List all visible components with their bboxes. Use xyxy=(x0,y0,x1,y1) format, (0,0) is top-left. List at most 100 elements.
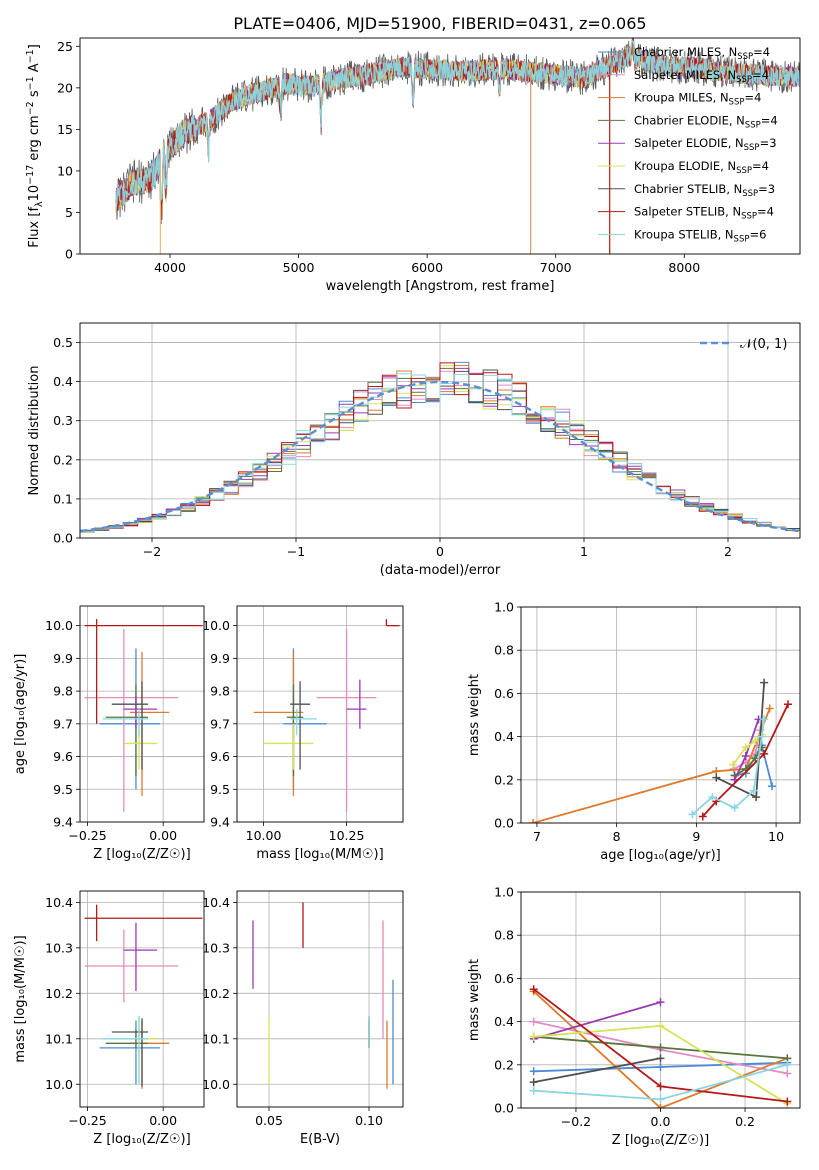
x-tick-label: 2 xyxy=(724,544,732,559)
y-axis-label: mass weight xyxy=(467,674,482,756)
x-tick-label: −0.25 xyxy=(68,828,106,843)
y-tick-label: 0.2 xyxy=(494,1057,514,1072)
y-axis-label: age [log₁₀(age/yr)] xyxy=(13,654,28,775)
normal-reference-curve xyxy=(80,380,800,533)
y-tick-label: 10.4 xyxy=(202,895,230,910)
legend-label-sub: SSP xyxy=(744,143,760,153)
legend-label-sub: SSP xyxy=(729,98,745,108)
y-axis-label-part: −1 xyxy=(25,76,36,90)
y-tick-label: 10 xyxy=(57,163,73,178)
y-tick-label: 10.0 xyxy=(45,1077,73,1092)
x-axis-label: age [log₁₀(age/yr)] xyxy=(600,848,721,863)
legend-label: Salpeter STELIB, NSSP=4 xyxy=(634,205,774,222)
weight-point-marker xyxy=(741,743,750,752)
mass-vs-metallicity-panel: −0.25 0.00 10.0 10.1 10.2 10.3 10.4 Z [log₁₀(Z/… xyxy=(13,890,205,1147)
y-tick-label: 1.0 xyxy=(494,885,514,900)
y-tick-label: 0.5 xyxy=(53,335,73,350)
weight-point-marker xyxy=(741,752,750,761)
legend-label-text: Kroupa STELIB, N xyxy=(634,227,734,241)
y-tick-label: 0.6 xyxy=(494,971,514,986)
legend-label: 𝒩(0, 1) xyxy=(740,337,787,352)
x-tick-label: 0.2 xyxy=(735,1114,755,1129)
x-axis-label: Z [log₁₀(Z/Z☉)] xyxy=(93,847,190,862)
y-tick-label: 0.0 xyxy=(53,531,73,546)
legend-label-suffix: =4 xyxy=(757,205,774,219)
weight-point-marker xyxy=(765,704,774,713)
y-tick-label: 10.1 xyxy=(202,1031,230,1046)
legend-label-text: Chabrier MILES, N xyxy=(634,45,737,59)
y-tick-label: 9.8 xyxy=(53,684,73,699)
legend-label-text: Salpeter STELIB, N xyxy=(634,205,741,219)
x-tick-label: 1 xyxy=(580,544,588,559)
y-tick-label: 9.9 xyxy=(210,651,230,666)
x-tick-label: 7000 xyxy=(540,260,572,275)
y-tick-label: 9.7 xyxy=(53,716,73,731)
x-axis-label: wavelength [Angstrom, rest frame] xyxy=(326,279,555,294)
y-tick-label: 9.9 xyxy=(53,651,73,666)
legend-label-sub: SSP xyxy=(736,166,752,176)
plot-area xyxy=(80,361,800,538)
weight-point-marker xyxy=(656,1043,665,1052)
age-vs-mass-panel: 10.00 10.25 9.4 9.5 9.6 9.7 9.8 9.9 10.0 mass [lo… xyxy=(202,605,404,862)
y-tick-label: 9.6 xyxy=(53,749,73,764)
y-tick-label: 10.2 xyxy=(45,986,73,1001)
weight-point-marker xyxy=(729,760,738,769)
x-tick-label: −0.2 xyxy=(561,1114,591,1129)
x-tick-label: −0.25 xyxy=(68,1113,106,1128)
x-tick-label: 0.00 xyxy=(149,828,177,843)
legend-label: Chabrier ELODIE, NSSP=4 xyxy=(634,113,778,130)
x-axis-label: (data-model)/error xyxy=(380,563,501,578)
weight-series-line xyxy=(533,1001,661,1040)
figure-title: PLATE=0406, MJD=51900, FIBERID=0431, z=0… xyxy=(233,14,646,33)
weight-point-marker xyxy=(752,793,761,802)
x-tick-label: −2 xyxy=(143,544,161,559)
weight-point-marker xyxy=(698,812,707,821)
y-tick-label: 25 xyxy=(57,39,73,54)
x-tick-label: 0.00 xyxy=(149,1113,177,1128)
legend-label: Salpeter MILES, NSSP=4 xyxy=(634,68,769,85)
x-tick-label: 0.05 xyxy=(255,1113,283,1128)
weight-point-marker xyxy=(784,700,793,709)
weight-point-marker xyxy=(528,819,537,823)
y-tick-label: 10.1 xyxy=(45,1031,73,1046)
y-axis-label-part: −17 xyxy=(25,165,36,185)
y-tick-label: 0.2 xyxy=(53,452,73,467)
y-tick-label: 10.3 xyxy=(45,940,73,955)
x-tick-label: 10.00 xyxy=(246,828,282,843)
y-axis-label-part: ] xyxy=(27,44,42,49)
weight-vs-metallicity-panel: −0.2 0.0 0.2 0.0 0.2 0.4 0.6 0.8 1.0 Z [log₁₀(Z/Z… xyxy=(467,885,801,1148)
y-tick-label: 9.6 xyxy=(210,749,230,764)
weight-point-marker xyxy=(783,1069,792,1078)
y-tick-label: 0.0 xyxy=(494,1101,514,1116)
y-axis-label-part: erg cm xyxy=(27,115,42,164)
age-vs-metallicity-panel: −0.25 0.00 9.4 9.5 9.6 9.7 9.8 9.9 10.0 Z [log₁₀(… xyxy=(13,605,205,862)
weight-point-marker xyxy=(656,998,665,1007)
x-tick-label: 8 xyxy=(613,829,621,844)
y-tick-label: 9.8 xyxy=(210,684,230,699)
y-tick-label: 0.8 xyxy=(494,643,514,658)
y-tick-label: 0.8 xyxy=(494,928,514,943)
weight-series-line xyxy=(702,703,789,818)
plot-area xyxy=(84,619,203,813)
x-tick-label: −1 xyxy=(287,544,305,559)
x-tick-label: 0 xyxy=(436,544,444,559)
weight-point-marker xyxy=(749,786,758,795)
weight-point-marker xyxy=(783,1097,792,1106)
legend-label-text: Kroupa MILES, N xyxy=(634,91,729,105)
y-tick-label: 15 xyxy=(57,122,73,137)
legend-label-suffix: =3 xyxy=(758,182,775,196)
plot-area xyxy=(252,902,394,1089)
plot-area xyxy=(253,619,400,813)
legend-label-text: Kroupa ELODIE, N xyxy=(634,159,736,173)
plot-area xyxy=(115,38,800,254)
weight-point-marker xyxy=(656,1062,665,1071)
weight-point-marker xyxy=(529,1086,538,1095)
legend-label-sub: SSP xyxy=(734,234,750,244)
y-tick-label: 9.5 xyxy=(210,782,230,797)
legend-label-text: Salpeter MILES, N xyxy=(634,68,736,82)
legend-label: Chabrier MILES, NSSP=4 xyxy=(634,45,770,62)
weight-point-marker xyxy=(529,1067,538,1076)
axes-frame xyxy=(520,606,801,824)
